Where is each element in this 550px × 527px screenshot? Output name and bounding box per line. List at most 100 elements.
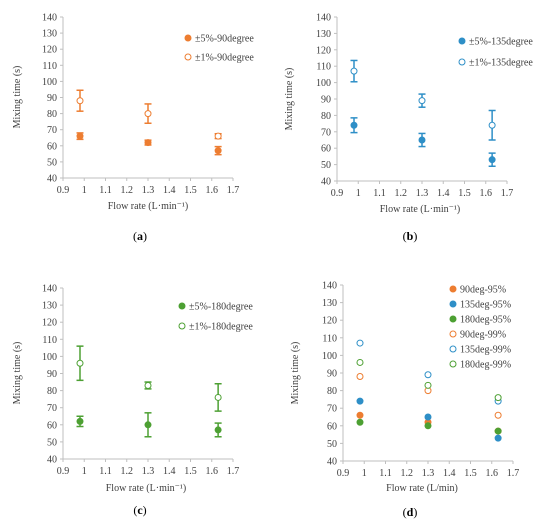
data-point bbox=[214, 147, 222, 155]
y-tick-label: 80 bbox=[47, 386, 57, 397]
panel-label-part: ) bbox=[413, 229, 417, 243]
y-tick-label: 100 bbox=[316, 78, 331, 89]
y-tick-label: 140 bbox=[322, 281, 337, 292]
y-tick-label: 120 bbox=[316, 45, 331, 56]
x-tick-label: 1.6 bbox=[480, 188, 493, 199]
panel-label-part: ) bbox=[413, 505, 417, 519]
legend-label: ±1%-135degree bbox=[469, 58, 533, 69]
legend-marker bbox=[449, 315, 457, 323]
chart-panel-1: 40 50 60 70 80 90 100 110 120 130 140 0.9 1 1.1 1.2 1.3… bbox=[12, 13, 254, 244]
x-tick-label: 0.9 bbox=[57, 185, 70, 196]
data-point bbox=[144, 139, 152, 147]
y-tick-label: 130 bbox=[42, 29, 57, 40]
y-tick-label: 140 bbox=[42, 13, 57, 24]
x-tick-label: 1.2 bbox=[401, 468, 414, 479]
x-tick-label: 1.1 bbox=[379, 468, 392, 479]
legend-marker bbox=[458, 37, 466, 45]
panel-label: (a) bbox=[133, 229, 147, 243]
data-series bbox=[356, 397, 502, 442]
x-tick-label: 1.5 bbox=[184, 466, 197, 477]
x-tick-label: 0.9 bbox=[337, 468, 350, 479]
x-tick-label: 1.3 bbox=[142, 466, 155, 477]
panel-label: (b) bbox=[403, 229, 418, 243]
y-tick-label: 90 bbox=[47, 369, 57, 380]
y-tick-label: 70 bbox=[327, 404, 337, 415]
data-series bbox=[356, 339, 502, 405]
x-tick-label: 1.1 bbox=[99, 185, 112, 196]
panel-label: (d) bbox=[403, 505, 418, 519]
chart-panel-4: 40 50 60 70 80 90 100 110 120 130 140 0.9 1 1.1 1.2 1.3… bbox=[290, 281, 519, 520]
data-point bbox=[494, 434, 502, 442]
panel-label: (c) bbox=[133, 503, 146, 517]
legend: ±5%-180degree ±1%-180degree bbox=[178, 302, 253, 333]
legend-marker bbox=[178, 322, 186, 330]
data-series bbox=[76, 412, 222, 438]
legend-marker bbox=[449, 330, 457, 338]
y-tick-label: 110 bbox=[42, 335, 57, 346]
y-axis-title: Mixing time (s) bbox=[12, 66, 23, 129]
x-tick-label: 1 bbox=[356, 188, 361, 199]
panel-label-part: a bbox=[137, 229, 143, 243]
x-tick-label: 1.7 bbox=[227, 185, 240, 196]
data-point bbox=[424, 381, 432, 389]
legend-marker bbox=[184, 53, 192, 61]
y-tick-label: 120 bbox=[42, 318, 57, 329]
data-point bbox=[356, 339, 364, 347]
legend: ±5%-135degree ±1%-135degree bbox=[458, 37, 533, 69]
x-tick-label: 1.3 bbox=[416, 188, 429, 199]
data-point bbox=[494, 411, 502, 419]
data-point bbox=[424, 371, 432, 379]
y-tick-label: 40 bbox=[47, 455, 57, 466]
legend-marker bbox=[184, 34, 192, 42]
y-tick-label: 100 bbox=[322, 351, 337, 362]
x-tick-label: 1.1 bbox=[373, 188, 386, 199]
data-point bbox=[356, 411, 364, 419]
y-axis-title: Mixing time (s) bbox=[284, 68, 295, 131]
x-tick-label: 1.7 bbox=[501, 188, 514, 199]
panel-label-part: c bbox=[137, 503, 143, 517]
chart-panel-2: 40 50 60 70 80 90 100 110 120 130 140 0.9 1 1.1 1.2 1.3… bbox=[284, 13, 533, 244]
y-tick-label: 60 bbox=[327, 421, 337, 432]
panel-label-part: d bbox=[407, 505, 414, 519]
data-point bbox=[76, 97, 84, 105]
x-tick-label: 1.3 bbox=[142, 185, 155, 196]
y-tick-label: 50 bbox=[327, 439, 337, 450]
data-point bbox=[76, 417, 84, 425]
data-point bbox=[418, 136, 426, 144]
panel-label-part: ( bbox=[403, 505, 407, 519]
x-tick-label: 1.5 bbox=[458, 188, 471, 199]
y-tick-label: 120 bbox=[322, 316, 337, 327]
x-axis-title: Flow rate (L·min⁻¹) bbox=[380, 204, 460, 215]
x-axis-title: Flow rate (L·min⁻¹) bbox=[108, 201, 188, 212]
y-tick-label: 90 bbox=[321, 95, 331, 106]
x-tick-label: 1.4 bbox=[163, 466, 176, 477]
data-point bbox=[356, 397, 364, 405]
x-axis-title: Flow rate (L·min⁻¹) bbox=[106, 483, 186, 494]
x-tick-label: 1.5 bbox=[464, 468, 477, 479]
x-tick-label: 1.3 bbox=[422, 468, 435, 479]
data-series bbox=[356, 418, 502, 435]
data-point bbox=[356, 418, 364, 426]
data-point bbox=[144, 381, 152, 389]
data-point bbox=[424, 413, 432, 421]
data-point bbox=[356, 373, 364, 381]
data-point bbox=[424, 422, 432, 430]
y-tick-label: 130 bbox=[322, 298, 337, 309]
legend-label: 180deg-95% bbox=[460, 315, 511, 326]
x-tick-label: 1.6 bbox=[206, 185, 219, 196]
y-tick-label: 50 bbox=[321, 160, 331, 171]
x-tick-label: 1.5 bbox=[184, 185, 197, 196]
y-tick-label: 110 bbox=[42, 61, 57, 72]
legend-label: 90deg-99% bbox=[460, 330, 506, 341]
y-tick-label: 40 bbox=[47, 174, 57, 185]
data-point bbox=[356, 358, 364, 366]
y-tick-label: 70 bbox=[47, 403, 57, 414]
y-tick-label: 60 bbox=[47, 141, 57, 152]
legend: ±5%-90degree ±1%-90degree bbox=[184, 34, 254, 64]
data-point bbox=[76, 359, 84, 367]
y-tick-label: 50 bbox=[47, 157, 57, 168]
y-tick-label: 110 bbox=[322, 333, 337, 344]
y-tick-label: 60 bbox=[321, 144, 331, 155]
legend-label: 135deg-95% bbox=[460, 300, 511, 311]
data-point bbox=[214, 132, 222, 140]
